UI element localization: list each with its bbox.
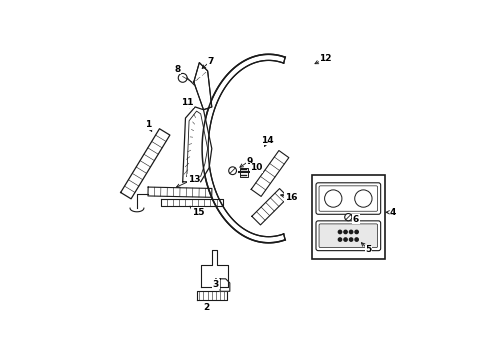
Circle shape xyxy=(354,238,358,241)
Text: 8: 8 xyxy=(174,65,180,74)
Text: 16: 16 xyxy=(284,193,296,202)
Text: 11: 11 xyxy=(180,98,193,107)
Text: 15: 15 xyxy=(191,208,204,217)
Text: 10: 10 xyxy=(249,163,262,172)
Circle shape xyxy=(343,238,346,241)
Circle shape xyxy=(343,230,346,234)
Circle shape xyxy=(228,167,236,175)
Bar xyxy=(311,175,384,260)
Polygon shape xyxy=(160,199,223,207)
Circle shape xyxy=(349,238,352,241)
FancyBboxPatch shape xyxy=(315,183,380,214)
Circle shape xyxy=(338,230,341,234)
Text: 5: 5 xyxy=(365,245,371,254)
Circle shape xyxy=(354,230,358,234)
Circle shape xyxy=(344,213,351,221)
Text: 9: 9 xyxy=(245,157,252,166)
Polygon shape xyxy=(251,150,288,197)
Polygon shape xyxy=(251,189,287,225)
Polygon shape xyxy=(202,54,285,243)
Polygon shape xyxy=(121,129,169,199)
Circle shape xyxy=(349,230,352,234)
Polygon shape xyxy=(196,291,226,300)
Polygon shape xyxy=(200,250,228,287)
Circle shape xyxy=(338,238,341,241)
Polygon shape xyxy=(183,107,211,182)
Text: 1: 1 xyxy=(144,121,151,130)
Text: 7: 7 xyxy=(207,57,213,66)
Text: 6: 6 xyxy=(352,215,358,224)
Polygon shape xyxy=(148,187,211,197)
Text: 3: 3 xyxy=(212,280,219,289)
Text: 13: 13 xyxy=(187,175,200,184)
Text: 12: 12 xyxy=(319,54,331,63)
Text: 2: 2 xyxy=(203,303,209,312)
Text: 14: 14 xyxy=(261,136,273,145)
Polygon shape xyxy=(193,63,211,110)
Polygon shape xyxy=(220,279,229,291)
FancyBboxPatch shape xyxy=(315,221,380,251)
Text: 4: 4 xyxy=(389,208,396,217)
FancyBboxPatch shape xyxy=(318,224,377,248)
Bar xyxy=(239,168,247,176)
